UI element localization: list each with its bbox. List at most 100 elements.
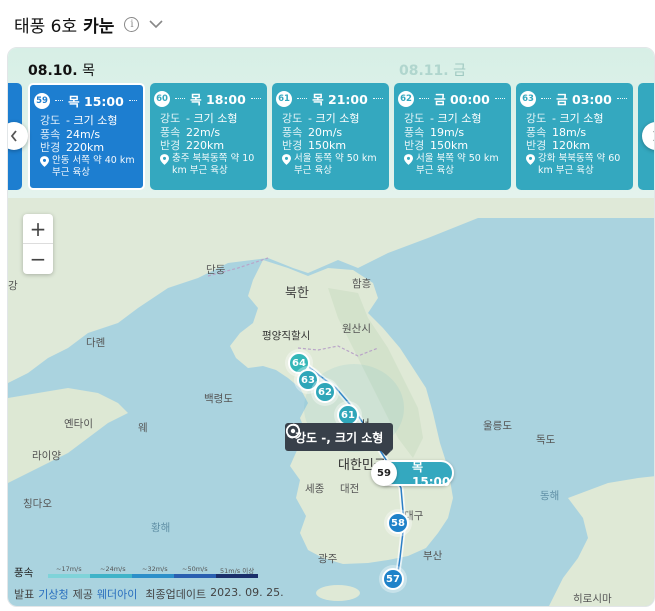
map-label-daegu: 대구 (404, 510, 424, 522)
wind-label: 풍속 (404, 125, 425, 139)
zoom-in-button[interactable]: + (23, 214, 53, 244)
map-label-ulleung: 울릉도 (483, 420, 512, 432)
legend-title: 풍속 (14, 567, 34, 579)
intensity-label: 강도 (40, 114, 61, 127)
wind-label: 풍속 (160, 125, 181, 139)
wind-label: 풍속 (282, 125, 303, 139)
map-label-hwanghae: 황해 (151, 522, 171, 534)
forecast-card-59[interactable]: 59 목 15:00 강도 - 크기 소형 풍속 24m/s 반경 220km 안동 서… (28, 83, 145, 190)
date-text: 08.11. (399, 63, 449, 79)
updated-date: 2023. 09. 25. (210, 586, 284, 599)
map-label-dandong: 단둥 (206, 264, 226, 276)
intensity-value: - 크기 소형 (308, 112, 360, 125)
typhoon-icon (285, 423, 301, 439)
current-position-marker[interactable]: 59 (371, 460, 397, 486)
info-icon[interactable]: i (124, 16, 140, 32)
location-pin-icon (404, 154, 413, 165)
forecast-number: 63 (520, 90, 536, 107)
intensity-label: 강도 (404, 112, 425, 125)
date-text: 08.10. (28, 63, 78, 79)
location-pin-icon (40, 156, 49, 167)
map-label-daejeon: 대전 (340, 483, 360, 495)
typhoon-map[interactable]: 단둥 북한 함흥 다롄 평양직할시 원산시 백령도 옌타이 라이양 웨 울릉도 … (8, 198, 654, 606)
zoom-out-button[interactable]: − (29, 247, 47, 271)
track-marker-63[interactable]: 63 (297, 369, 319, 391)
map-label-qingdao: 칭다오 (23, 498, 52, 510)
forecast-number: 61 (276, 90, 292, 107)
forecast-card-60[interactable]: 60 목 18:00 강도 - 크기 소형 풍속 22m/s 반경 220km 충주 북… (150, 83, 267, 190)
track-marker-58[interactable]: 58 (387, 512, 409, 534)
wind-speed-legend: 풍속 ~17m/s ~24m/s ~32m/s ~50m/s 51m/s 이상 (14, 560, 314, 580)
forecast-number: 62 (398, 90, 414, 107)
map-label-gwangju: 광주 (318, 553, 338, 565)
radius-value: 120km (552, 139, 591, 152)
date-label-current: 08.10. 목 (28, 60, 95, 80)
next-arrow-button[interactable] (642, 122, 654, 150)
typhoon-title-prefix: 태풍 6호 (14, 16, 78, 37)
prev-arrow-button[interactable] (8, 122, 28, 150)
map-label-darhe: 다롄 (86, 337, 106, 349)
track-marker-62[interactable]: 62 (314, 381, 336, 403)
location-pin-icon (282, 154, 291, 165)
typhoon-header[interactable]: 태풍 6호 카눈 i (14, 10, 165, 38)
forecast-time: 금 03:00 (556, 92, 612, 107)
weather-i-link[interactable]: 웨더아이 (96, 588, 138, 601)
day-text: 목 (82, 63, 95, 79)
map-label-bukhan: 북한 (285, 286, 309, 301)
forecast-panel: 08.10. 목 08.11. 금 59 목 15:00 강도 - 크기 소형 풍속… (8, 48, 654, 198)
forecast-location: 서울 북쪽 약 50 km 부근 육상 (416, 153, 499, 176)
legend-label: ~17m/s (56, 565, 82, 573)
map-label-hamheung: 함흥 (352, 278, 372, 290)
legend-swatch-4 (174, 574, 216, 578)
intensity-value: - 크기 소형 (430, 112, 482, 125)
forecast-card-63[interactable]: 63 금 03:00 강도 - 크기 소형 풍속 18m/s 반경 120km 강화 북… (516, 83, 633, 190)
radius-label: 반경 (40, 141, 61, 154)
intensity-label: 강도 (160, 112, 181, 125)
map-label-laiyang: 라이양 (32, 450, 61, 462)
forecast-location: 안동 서쪽 약 40 km 부근 육상 (52, 155, 135, 178)
forecast-number: 59 (34, 92, 50, 109)
footer-prefix: 발표 (14, 588, 35, 601)
forecast-time: 금 00:00 (434, 92, 490, 107)
map-label-busan: 부산 (423, 550, 443, 562)
track-marker-57[interactable]: 57 (382, 568, 404, 590)
map-label-donghae: 동해 (540, 490, 560, 502)
radius-value: 220km (66, 141, 105, 154)
tooltip-text: 강도 -, 크기 소형 (295, 430, 384, 445)
radius-label: 반경 (404, 139, 425, 152)
legend-label: 51m/s 이상 (220, 567, 255, 575)
map-label-yeontai: 옌타이 (64, 418, 93, 430)
forecast-time: 목 15:00 (68, 94, 124, 109)
forecast-time: 목 18:00 (190, 92, 246, 107)
radius-label: 반경 (526, 139, 547, 152)
map-label-weihai: 웨 (138, 422, 148, 434)
wind-value: 19m/s (430, 125, 465, 139)
forecast-number: 60 (154, 90, 170, 107)
location-pin-icon (160, 154, 169, 165)
chevron-down-icon[interactable] (147, 15, 165, 33)
map-label-baengnyeong: 백령도 (204, 393, 233, 405)
intensity-label: 강도 (526, 112, 547, 125)
forecast-card-61[interactable]: 61 목 21:00 강도 - 크기 소형 풍속 20m/s 반경 150km 서울 동… (272, 83, 389, 190)
current-time: 목 15:00 (412, 459, 451, 489)
forecast-time: 목 21:00 (312, 92, 368, 107)
map-label-sejong: 세종 (305, 483, 325, 495)
forecast-card-62[interactable]: 62 금 00:00 강도 - 크기 소형 풍속 19m/s 반경 150km 서울 북… (394, 83, 511, 190)
legend-swatch-3 (132, 574, 174, 578)
typhoon-name: 카눈 (83, 16, 115, 37)
location-pin-icon (526, 154, 535, 165)
radius-label: 반경 (282, 139, 303, 152)
day-text: 금 (453, 63, 466, 79)
map-label-wonsan: 원산시 (342, 323, 371, 335)
wind-label: 풍속 (40, 127, 61, 141)
forecast-location: 충주 북북동쪽 약 10 km 부근 육상 (172, 153, 255, 176)
radius-label: 반경 (160, 139, 181, 152)
wind-value: 24m/s (66, 127, 101, 141)
kma-link[interactable]: 기상청 (38, 588, 69, 601)
radius-value: 220km (186, 139, 225, 152)
date-label-next: 08.11. 금 (399, 60, 466, 80)
legend-swatch-1 (48, 574, 90, 578)
map-label-pyongyang: 평양직할시 (262, 330, 311, 342)
legend-label: ~50m/s (182, 565, 208, 573)
forecast-location: 강화 북북동쪽 약 60 km 부근 육상 (538, 153, 621, 176)
